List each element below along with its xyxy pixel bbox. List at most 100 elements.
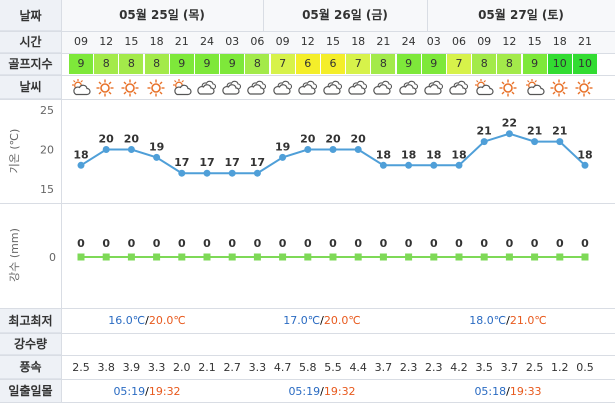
wind-speed-cell: 4.4 [349,361,367,374]
temperature-value-label: 18 [401,148,416,161]
time-cell: 24 [401,35,416,48]
max-temp: 21.0℃ [509,314,547,327]
day-divider [427,0,428,31]
minmax-row-label: 최고최저 [0,308,61,333]
minmax-day-3: 18.0℃/21.0℃ [411,314,605,327]
time-cell: 12 [99,35,114,48]
wind-speed-cell: 0.5 [576,361,594,374]
precipitation-point [455,253,463,261]
time-cell: 21 [174,35,189,48]
cloudy-icon [246,78,271,98]
wind-speed-cell: 2.7 [223,361,241,374]
time-cell: 06 [452,35,466,48]
temperature-point [304,146,312,153]
precipitation-point [153,253,161,261]
cloudy-icon [398,78,423,98]
divider [0,379,615,380]
precipitation-value-label: 0 [102,237,110,250]
temperature-point [505,130,513,138]
sunset-time: 19:32 [323,385,356,398]
time-cell: 15 [326,35,340,48]
golf-index-cell: 9 [396,54,421,74]
sunrise-time: 05:18 [474,385,507,398]
temperature-point [127,146,135,153]
temperature-point [556,138,564,146]
precipitation-value-label: 0 [556,237,564,250]
precipitation-value-label: 0 [329,237,337,250]
precipitation-point [379,253,387,261]
temperature-value-label: 22 [502,117,517,130]
precipitation-value-label: 0 [480,237,488,250]
golf-index-cell: 8 [245,54,270,74]
time-cell: 12 [502,35,517,48]
precipitation-value-label: 0 [405,237,413,250]
time-cell: 09 [477,35,492,48]
golf-index-cell: 9 [195,54,219,74]
date-day-3: 05월 27일 (토) [478,8,564,22]
y-tick-label: 25 [40,104,54,117]
precipitation-value-label: 0 [279,237,287,250]
precipitation-value-label: 0 [178,237,186,250]
divider [0,308,615,309]
precipitation-point [405,253,413,261]
golf-index-cell: 8 [472,54,497,74]
time-cell: 15 [124,35,139,48]
wind-speed-cell: 1.2 [551,361,569,374]
precipitation-point [228,253,236,261]
precipitation-value-label: 0 [228,237,236,250]
temperature-chart: 기온 (℃) 15 20 25 18 20 20 19 17 17 17 17 19 20 20 20 18 18… [8,104,593,196]
temperature-value-label: 18 [577,148,592,161]
golf-index-cell: 8 [144,54,169,74]
cloudy-icon [297,78,322,98]
precipitation-value-label: 0 [128,237,136,250]
sunny-icon [146,78,171,98]
sun-row-label: 일출일몰 [0,379,61,403]
precipitation-value-label: 0 [380,237,388,250]
sun-day-3: 05:18/19:33 [411,385,605,398]
time-cell: 18 [552,35,567,48]
weather-row-label: 날씨 [0,75,61,99]
golf-index-cell: 9 [522,54,547,74]
temperature-point [228,169,236,177]
sun-sep: / [320,385,324,398]
precipitation-value-label: 0 [354,237,362,250]
min-temp: 17.0℃ [283,314,321,327]
time-cell: 09 [74,35,88,48]
temperature-value-label: 17 [225,156,240,169]
wind-speed-cell: 2.0 [173,361,191,374]
divider [0,75,615,76]
temperature-point [354,146,362,153]
wind-speed-cell: 3.7 [374,361,393,374]
precipitation-value-label: 0 [581,237,589,250]
cloudy-icon [196,78,221,98]
temperature-value-label: 20 [300,133,316,146]
golf-index-cell: 6 [295,54,320,74]
time-cell: 21 [578,35,592,48]
precipitation-point [354,253,362,261]
golf-index-cell: 7 [447,54,471,74]
wind-speed-cell: 2.1 [198,361,216,374]
cloudy-icon [272,78,297,98]
temperature-value-label: 21 [527,125,542,138]
sunny-icon [120,78,145,98]
precipitation-point [505,253,513,261]
temperature-point [329,146,337,153]
temperature-value-label: 19 [275,140,290,153]
max-temp: 20.0℃ [148,314,186,327]
y-tick-label: 20 [40,144,54,157]
precipitation-point [304,253,312,261]
time-cell: 18 [149,35,164,48]
cloudy-icon [347,78,372,98]
sunset-time: 19:32 [148,385,181,398]
divider [0,53,615,54]
temperature-point [531,138,539,146]
temperature-point [480,138,488,146]
divider [0,333,615,334]
divider [0,355,615,356]
precipitation-point [77,253,85,261]
minmax-sep: / [145,314,149,327]
temperature-point [153,153,161,161]
partly-cloudy-icon [473,78,498,98]
wind-speed-cell: 5.5 [324,361,342,374]
precipitation-value-label: 0 [254,237,262,250]
